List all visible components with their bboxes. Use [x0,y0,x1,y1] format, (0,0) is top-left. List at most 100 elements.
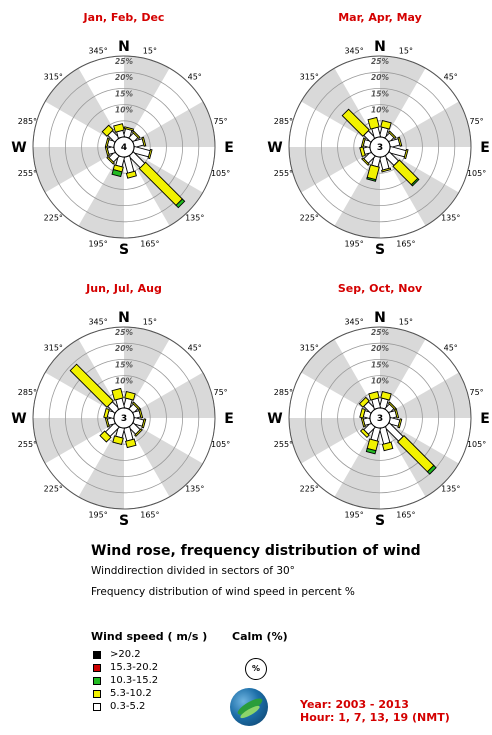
wind-bar-segment [394,408,400,419]
degree-label: 285° [274,388,293,397]
legend-title: Wind speed ( m/s ) [91,630,208,643]
wind-bar-segment [106,155,116,165]
degree-label: 225° [300,214,319,223]
ring-label: 10% [115,377,133,386]
compass-n: N [118,310,130,326]
degree-label: 15° [143,317,157,326]
calm-value: 3 [121,414,127,424]
compass-s: S [119,513,129,529]
wind-bar-segment [124,390,136,401]
speed-legend: Wind speed ( m/s ) >20.2 15.3-20.2 10.3-… [91,630,207,713]
degree-label: 345° [344,317,363,326]
shaded-sector [33,418,116,464]
degree-label: 135° [185,214,204,223]
wind-bar-segment [112,435,124,446]
rose-title: Jan, Feb, Dec [83,11,165,24]
wind-bar-segment [147,148,153,160]
shaded-sector [388,101,471,147]
legend-swatch [93,650,101,659]
chart-description: Wind rose, frequency distribution of win… [91,543,421,607]
legend-swatch [93,663,101,672]
degree-label: 345° [88,46,107,55]
compass-s: S [375,513,385,529]
degree-label: 165° [396,240,415,249]
shaded-sector [45,68,119,142]
wind-bar-segment [380,390,392,401]
wind-bar-segment [104,137,110,148]
ring-label: 20% [371,73,389,82]
calm-symbol: % [245,658,267,680]
ring-label: 15% [115,360,133,369]
degree-label: 135° [441,214,460,223]
shaded-sector [78,426,124,509]
wind-bar-segment [397,136,403,147]
degree-label: 225° [44,485,63,494]
wind-bar-segment [113,123,125,133]
rose-title: Sep, Oct, Nov [338,282,423,295]
degree-label: 165° [140,511,159,520]
ring-label: 10% [371,106,389,115]
ring-label: 25% [115,328,133,337]
wind-bar-segment [380,119,392,130]
grid-ring [48,71,200,223]
shaded-sector [289,147,372,193]
shaded-sector [380,327,426,410]
degree-label: 45° [188,72,202,81]
compass-e: E [224,140,234,156]
legend-swatch [93,689,101,698]
wind-bar-segment [359,428,370,439]
compass-w: W [11,140,26,156]
wind-bar-segment [358,396,370,408]
wind-bar-segment [138,408,144,419]
legend-label: >20.2 [110,649,141,660]
description-title: Wind rose, frequency distribution of win… [91,543,421,559]
degree-label: 195° [88,511,107,520]
legend-item: 5.3-10.2 [91,687,207,700]
ring-label: 25% [115,57,133,66]
wind-rose: Sep, Oct, Nov 10% 15% 20% 25% N S E W 15° 45° 75° 10… [267,282,490,529]
wind-bar-segment [111,387,124,401]
rose-title: Mar, Apr, May [338,11,422,24]
wind-bar-segment [175,198,186,209]
wind-bar-segment [69,363,114,408]
wind-bar-segment [410,177,420,187]
shaded-sector [78,155,124,238]
shaded-sector [33,147,116,193]
shaded-sector [124,56,170,139]
compass-n: N [118,39,130,55]
grid-ring [48,342,200,494]
legend-item: 15.3-20.2 [91,661,207,674]
degree-label: 285° [274,117,293,126]
degree-label: 75° [469,388,483,397]
degree-label: 255° [274,169,293,178]
wind-bar-segment [403,148,409,160]
description-sectors: Winddirection divided in sectors of 30° [91,565,295,577]
wind-bar-segment [125,438,137,449]
degree-label: 255° [274,440,293,449]
wind-bar-segment [141,418,147,429]
legend-label: 15.3-20.2 [110,662,159,673]
calm-title: Calm (%) [232,630,288,643]
wind-bar-segment [359,407,366,419]
calm-circle [113,407,135,429]
wind-bar-segment [367,116,380,130]
degree-label: 165° [396,511,415,520]
outer-ring [288,55,472,239]
grid-ring [320,358,439,477]
wind-bar-segment [131,130,141,140]
degree-label: 15° [399,46,413,55]
ring-label: 20% [115,344,133,353]
degree-label: 345° [344,46,363,55]
wind-bar-segment [99,430,112,443]
grid-ring [337,375,423,461]
wind-rose: Jan, Feb, Dec 10% 15% 20% 25% N S E W 15° 45° 75° 10… [11,11,234,258]
shaded-sector [132,372,215,418]
legend-label: 10.3-15.2 [110,675,159,686]
grid-ring [97,120,151,174]
grid-ring [353,120,407,174]
grid-ring [320,88,439,206]
calm-circle [369,407,391,429]
degree-label: 165° [140,240,159,249]
wind-bar-segment [426,464,437,475]
compass-s: S [119,242,129,258]
